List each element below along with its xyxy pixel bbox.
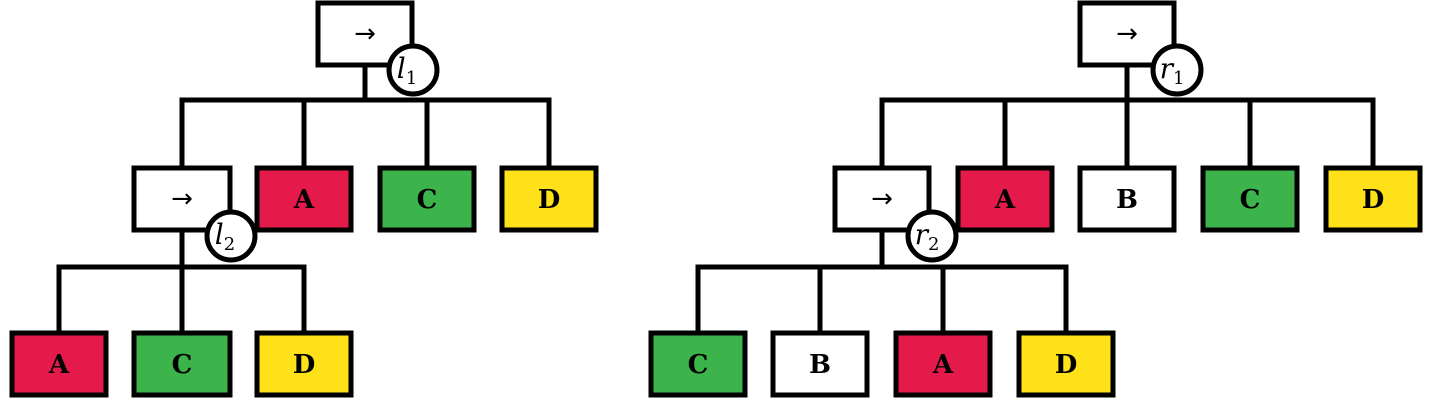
svg-text:C: C [688,350,709,380]
leaf-node: A [896,333,990,395]
operator-node-r2: → r2 [835,168,956,260]
sequence-arrow-icon: → [354,19,376,49]
operator-node-l1: → l1 [318,3,437,94]
leaf-node: C [380,168,474,230]
leaf-node: C [651,333,745,395]
sequence-arrow-icon: → [171,184,193,214]
svg-text:B: B [1116,185,1138,215]
leaf-node: A [12,333,106,395]
leaf-node: B [773,333,867,395]
sequence-arrow-icon: → [1116,19,1138,49]
operator-node-l2: → l2 [134,168,255,260]
leaf-node: B [1080,168,1174,230]
leaf-node: D [502,168,596,230]
operator-node-r1: → r1 [1080,3,1201,94]
svg-text:A: A [994,185,1016,215]
svg-text:A: A [48,350,70,380]
svg-text:A: A [293,185,315,215]
svg-text:B: B [809,350,831,380]
svg-text:C: C [417,185,438,215]
leaf-node: D [1019,333,1113,395]
svg-text:C: C [172,350,193,380]
leaf-node: D [257,333,351,395]
svg-text:C: C [1240,185,1261,215]
right-tree: → r1 → r2 A B C D [651,3,1420,395]
svg-text:D: D [538,185,561,215]
svg-text:D: D [1362,185,1385,215]
leaf-node: C [134,333,230,395]
sequence-arrow-icon: → [871,184,893,214]
leaf-node: A [257,168,351,230]
leaf-node: C [1203,168,1297,230]
svg-text:D: D [1055,350,1078,380]
svg-text:A: A [932,350,954,380]
leaf-node: A [958,168,1052,230]
left-tree: → l1 → l2 A C D A [12,3,596,395]
leaf-node: D [1326,168,1420,230]
svg-text:D: D [293,350,316,380]
